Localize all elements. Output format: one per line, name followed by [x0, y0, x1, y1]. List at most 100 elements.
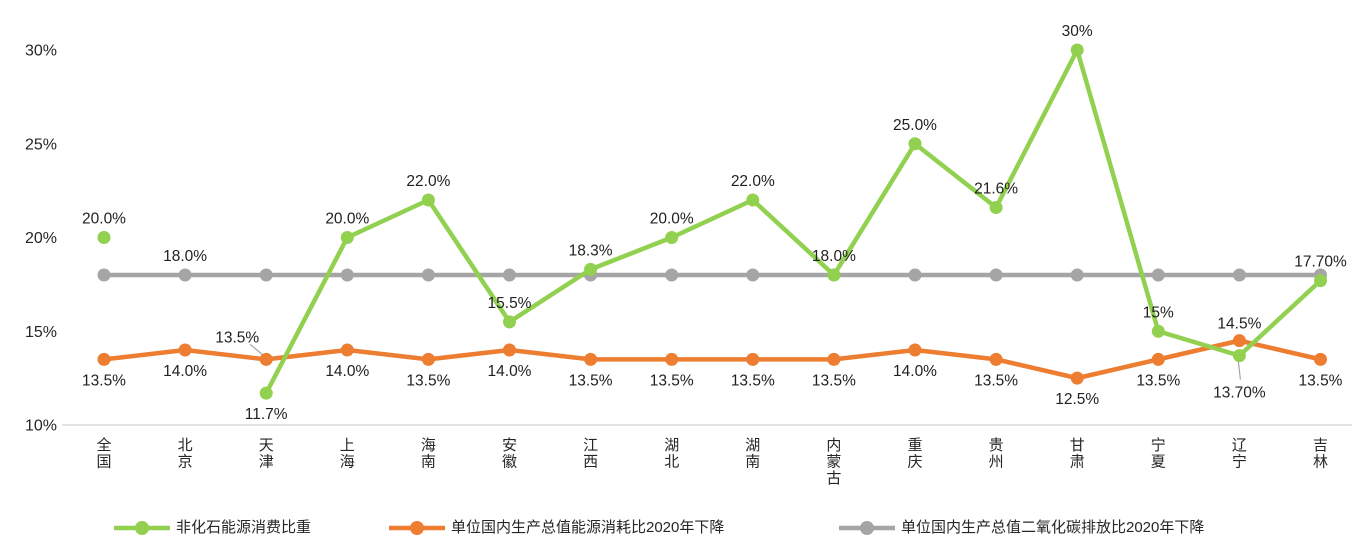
- data-point: [1070, 371, 1084, 385]
- legend-item-non-fossil-share: 非化石能源消费比重: [113, 519, 311, 537]
- legend-label: 非化石能源消费比重: [176, 519, 312, 536]
- data-point: [746, 352, 760, 366]
- data-point-label: 22.0%: [731, 173, 775, 190]
- line-chart-plot: 10% 15% 20% 25% 30% 全国 北京 天津 上海 海南 安徽 江西 湖北 湖南 内蒙古 重庆 贵州…: [25, 23, 1352, 487]
- data-point-label: 18.3%: [569, 242, 613, 259]
- x-axis-category-label: 全国: [96, 436, 111, 471]
- x-axis-category-label: 安徽: [502, 437, 517, 471]
- data-point-label: 18.0%: [812, 248, 856, 265]
- data-point-label: 13.5%: [974, 372, 1018, 389]
- data-point: [665, 352, 679, 366]
- data-point: [421, 193, 435, 207]
- x-axis-category-label: 内蒙古: [826, 437, 841, 487]
- legend-line-dot-marker-icon: [389, 521, 445, 535]
- x-axis-category-label: 辽宁: [1232, 437, 1247, 471]
- data-point: [665, 231, 679, 244]
- data-point-label: 13.5%: [812, 372, 856, 389]
- data-point: [503, 343, 516, 357]
- data-point-label: 14.0%: [488, 363, 532, 380]
- data-point: [97, 268, 111, 282]
- data-point-label: 13.5%: [1299, 372, 1343, 389]
- data-point-label: 22.0%: [406, 173, 450, 190]
- data-point: [1070, 268, 1084, 282]
- data-point: [259, 386, 273, 400]
- series-line: [263, 47, 1323, 396]
- x-axis-category-label: 北京: [178, 437, 193, 471]
- data-point-label: 13.5%: [406, 372, 450, 389]
- y-axis-tick-label: 15%: [25, 324, 57, 341]
- data-point: [259, 268, 273, 282]
- data-point: [584, 352, 598, 366]
- data-point-label: 14.5%: [1217, 316, 1261, 333]
- legend-line-dot-marker-icon: [839, 521, 895, 535]
- data-point: [1314, 352, 1327, 366]
- legend-label: 单位国内生产总值能源消耗比2020年下降: [451, 519, 725, 536]
- y-axis-tick-label: 25%: [25, 136, 57, 153]
- data-point: [1151, 352, 1165, 366]
- label-leader-line: [249, 343, 263, 355]
- data-point: [421, 268, 435, 282]
- data-point: [503, 315, 516, 329]
- data-point: [1314, 274, 1327, 288]
- data-point-label: 18.0%: [163, 248, 207, 265]
- x-axis-category-label: 上海: [340, 437, 355, 471]
- data-point: [97, 231, 111, 244]
- x-axis-category-label: 湖北: [664, 437, 679, 471]
- data-point-label: 13.5%: [650, 372, 694, 389]
- data-point-label: 17.70%: [1294, 254, 1347, 271]
- data-point: [989, 201, 1003, 214]
- data-point: [746, 268, 760, 282]
- data-point: [340, 231, 354, 244]
- data-point: [259, 352, 273, 366]
- data-point-label: 13.5%: [731, 372, 775, 389]
- data-point: [746, 193, 760, 207]
- data-point-label: 15%: [1143, 304, 1174, 321]
- data-point: [665, 268, 679, 282]
- y-axis-tick-label: 30%: [25, 43, 57, 60]
- data-point: [989, 268, 1003, 282]
- x-axis-category-label: 贵州: [989, 437, 1004, 471]
- data-point: [1070, 43, 1084, 57]
- data-point-label: 20.0%: [82, 211, 126, 228]
- series-line: [101, 338, 1323, 381]
- data-point: [421, 352, 435, 366]
- data-point-label: 30%: [1062, 23, 1093, 40]
- data-point: [908, 343, 922, 357]
- legend-label: 单位国内生产总值二氧化碳排放比2020年下降: [901, 519, 1205, 536]
- legend-line-dot-marker-icon: [114, 521, 170, 535]
- data-point-label: 20.0%: [325, 211, 369, 228]
- data-point-label: 15.5%: [488, 295, 532, 312]
- data-point-label: 11.7%: [245, 406, 288, 423]
- legend-item-energy-per-gdp: 单位国内生产总值能源消耗比2020年下降: [388, 519, 724, 537]
- x-axis-category-label: 甘肃: [1070, 437, 1085, 471]
- data-point: [503, 268, 516, 282]
- x-axis-category-label: 海南: [421, 437, 436, 471]
- y-axis-tick-label: 10%: [25, 418, 57, 435]
- data-point-label: 14.0%: [163, 363, 207, 380]
- label-leader-line: [1237, 361, 1241, 380]
- data-point: [584, 262, 598, 276]
- x-axis-category-label: 天津: [259, 437, 274, 471]
- data-point-label: 25.0%: [893, 117, 937, 134]
- data-point: [97, 352, 111, 366]
- data-point-label: 12.5%: [1055, 391, 1099, 408]
- data-point: [989, 352, 1003, 366]
- data-point-label: 14.0%: [325, 363, 369, 380]
- x-axis-category-label: 吉林: [1313, 437, 1328, 471]
- data-point: [178, 268, 192, 282]
- x-axis-category-label: 湖南: [745, 437, 760, 471]
- legend-item-co2-per-gdp: 单位国内生产总值二氧化碳排放比2020年下降: [838, 519, 1204, 537]
- data-point-label: 14.0%: [893, 363, 937, 380]
- data-point: [178, 343, 192, 357]
- data-point: [1151, 268, 1165, 282]
- data-point-label: 13.70%: [1213, 385, 1266, 402]
- chart-legend: 非化石能源消费比重 单位国内生产总值能源消耗比2020年下降 单位国内生产总值二…: [0, 0, 1365, 536]
- data-point: [340, 268, 354, 282]
- data-point-label: 13.5%: [82, 372, 126, 389]
- data-point-label: 21.6%: [974, 181, 1018, 198]
- x-axis-category-label: 宁夏: [1151, 437, 1166, 471]
- data-point: [827, 268, 841, 282]
- data-point: [1232, 349, 1246, 363]
- x-axis-category-label: 重庆: [907, 437, 922, 471]
- data-point: [1151, 324, 1165, 338]
